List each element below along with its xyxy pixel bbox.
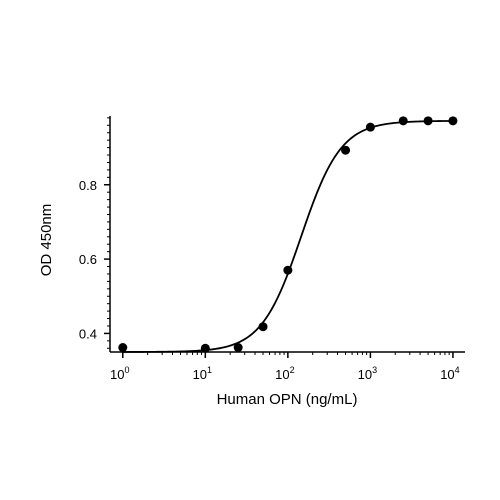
x-tick-label: 102 bbox=[275, 365, 294, 382]
y-tick-label: 0.4 bbox=[79, 326, 97, 341]
x-tick-label: 101 bbox=[193, 365, 212, 382]
data-point bbox=[423, 116, 433, 126]
data-point bbox=[365, 122, 375, 132]
y-tick-label: 0.8 bbox=[79, 178, 97, 193]
data-point bbox=[341, 145, 351, 155]
x-tick-label: 100 bbox=[110, 365, 129, 382]
data-point bbox=[233, 343, 243, 353]
x-axis-title: Human OPN (ng/mL) bbox=[217, 391, 358, 408]
data-point bbox=[398, 116, 408, 126]
data-point bbox=[258, 322, 268, 332]
plot-area: 0.4 0.6 0.8 100 101 102 103 104 bbox=[79, 116, 465, 382]
y-axis-title: OD 450nm bbox=[38, 204, 55, 277]
data-point bbox=[200, 343, 210, 353]
data-point bbox=[283, 265, 293, 275]
data-point bbox=[448, 116, 458, 126]
y-tick-label: 0.6 bbox=[79, 252, 97, 267]
fit-curve bbox=[122, 120, 453, 353]
x-tick-label: 104 bbox=[440, 365, 459, 382]
x-tick-label: 103 bbox=[358, 365, 377, 382]
data-point bbox=[118, 343, 128, 353]
